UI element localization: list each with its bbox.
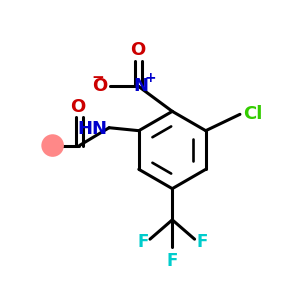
Text: N: N bbox=[133, 77, 148, 95]
Text: O: O bbox=[92, 77, 107, 95]
Text: F: F bbox=[137, 232, 148, 250]
Text: O: O bbox=[130, 41, 146, 59]
Circle shape bbox=[41, 134, 64, 157]
Text: Cl: Cl bbox=[244, 105, 263, 123]
Text: −: − bbox=[91, 70, 104, 85]
Text: HN: HN bbox=[78, 120, 108, 138]
Text: +: + bbox=[145, 71, 156, 85]
Text: F: F bbox=[167, 252, 178, 270]
Text: F: F bbox=[196, 232, 207, 250]
Text: O: O bbox=[70, 98, 85, 116]
